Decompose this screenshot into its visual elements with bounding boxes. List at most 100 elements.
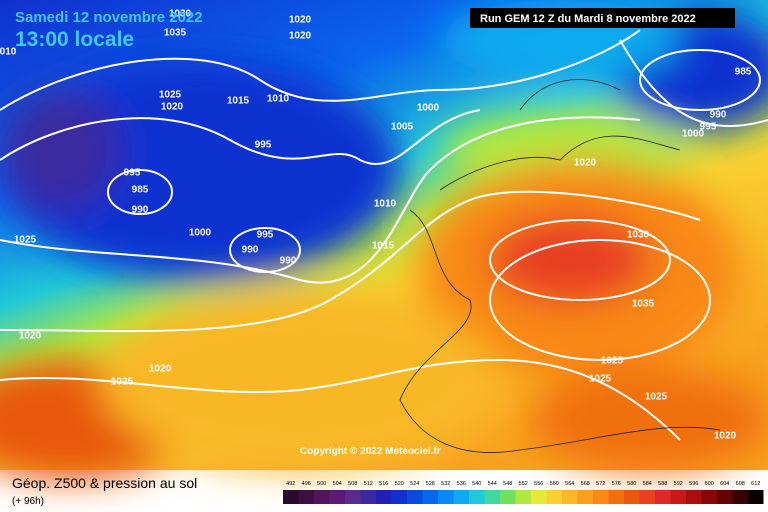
isobar-label: 990 [280,256,297,267]
footer-lead: (+ 96h) [12,496,44,507]
colorbar-cell [345,490,361,504]
colorbar-cell [407,490,423,504]
colorbar-cell [500,490,516,504]
colorbar-cell [748,490,764,504]
isobar-label: 1015 [372,241,395,252]
isobar-label: 990 [132,205,149,216]
colorbar-cell [360,490,376,504]
colorbar-label: 584 [643,481,652,487]
isobar-label: 1000 [417,103,440,114]
colorbar-cell [314,490,330,504]
colorbar-cell [484,490,500,504]
isobar-label: 1000 [682,129,705,140]
colorbar-label: 512 [364,481,373,487]
colorbar-label: 564 [565,481,574,487]
isobar-label: 990 [242,245,259,256]
isobar-label: 990 [710,110,727,121]
colorbar-label: 504 [333,481,342,487]
forecast-time: 13:00 locale [15,28,134,51]
isobar-label: 1020 [574,158,597,169]
isobar-label: 1025 [111,377,134,388]
colorbar-cell [453,490,469,504]
colorbar-cell [608,490,624,504]
colorbar-label: 572 [596,481,605,487]
colorbar-label: 556 [534,481,543,487]
colorbar-cell [639,490,655,504]
colorbar-label: 524 [410,481,419,487]
colorbar-label: 576 [612,481,621,487]
colorbar-cell [686,490,702,504]
isobar-label: 1020 [714,431,737,442]
colorbar-label: 496 [302,481,311,487]
colorbar-label: 604 [720,481,729,487]
colorbar-cell [298,490,314,504]
colorbar-cell [546,490,562,504]
colorbar-cell [655,490,671,504]
isobar-label: 1025 [589,374,612,385]
isobar-label: 1020 [161,102,184,113]
coastlines [399,79,721,453]
footer-title: Géop. Z500 & pression au sol [12,475,197,491]
colorbar-label: 612 [751,481,760,487]
colorbar-label: 536 [457,481,466,487]
colorbar-label: 528 [426,481,435,487]
colorbar-label: 596 [689,481,698,487]
colorbar-cell [624,490,640,504]
isobar-label: 1020 [19,331,42,342]
colorbar-label: 600 [705,481,714,487]
isobar-label: 985 [735,67,752,78]
isobar-label: 1025 [14,235,37,246]
colorbar-label: 500 [317,481,326,487]
run-box [470,8,735,28]
isobar-label: 1020 [149,364,172,375]
colorbar-cell [391,490,407,504]
colorbar-cell [329,490,345,504]
colorbar-label: 516 [379,481,388,487]
colorbar-label: 544 [488,481,497,487]
run-info: Run GEM 12 Z du Mardi 8 novembre 2022 [480,13,696,25]
colorbar-label: 608 [736,481,745,487]
colorbar-cell [438,490,454,504]
colorbar-cell [593,490,609,504]
colorbar-cell [562,490,578,504]
colorbar-label: 548 [503,481,512,487]
colorbar-cell [717,490,733,504]
isobar-label: 1015 [227,96,250,107]
isobar-label: 1035 [632,299,655,310]
colorbar-label: 588 [658,481,667,487]
isobar-label: 1020 [289,15,312,26]
forecast-date: Samedi 12 novembre 2022 [15,9,203,26]
colorbar-label: 492 [286,481,295,487]
colorbar-cell [283,490,299,504]
colorbar-label: 560 [550,481,559,487]
colorbar-cell [732,490,748,504]
colorbar-label: 580 [627,481,636,487]
isobar-label: 1025 [159,90,182,101]
colorbar-label: 508 [348,481,357,487]
isobar-label: 995 [257,230,274,241]
isobar-label: 1010 [267,94,290,105]
colorbar-cell [577,490,593,504]
copyright: Copyright © 2022 Meteociel.fr [300,446,441,457]
isobar-label: 1010 [374,199,397,210]
colorbar-label: 532 [441,481,450,487]
isobar-label: 010 [0,47,17,58]
isobar-label: 995 [124,168,141,179]
colorbar: 492 496 500 504 508 512 516 520 524 528 532 536 540 5… [283,481,764,504]
colorbar-cell [422,490,438,504]
isobar-label: 1030 [627,230,650,241]
colorbar-cell [515,490,531,504]
isobar-label: 1030 [169,9,192,20]
isobar-label: 1005 [391,122,414,133]
isobars [0,29,768,441]
colorbar-label: 568 [581,481,590,487]
colorbar-cell [376,490,392,504]
colorbar-label: 552 [519,481,528,487]
colorbar-label: 540 [472,481,481,487]
isobar-label: 1000 [189,228,212,239]
isobar-label: 1025 [645,392,668,403]
isobar-label: 1035 [164,28,187,39]
isobar-label: 1020 [289,31,312,42]
isobar-label: 1025 [601,356,624,367]
